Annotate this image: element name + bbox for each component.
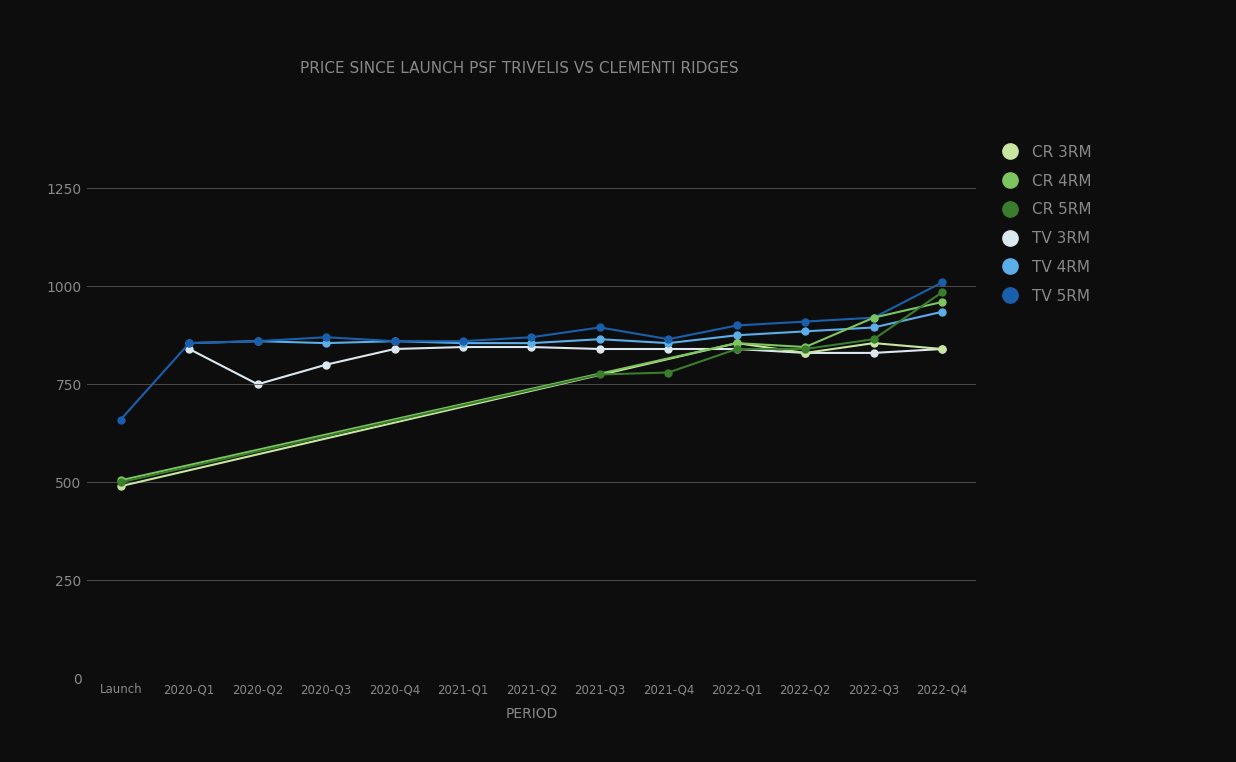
- TV 3RM: [456, 342, 471, 351]
- TV 5RM: [934, 278, 949, 287]
- TV 5RM: [661, 335, 676, 344]
- X-axis label: PERIOD: PERIOD: [506, 707, 557, 721]
- TV 3RM: [729, 344, 744, 354]
- TV 4RM: [592, 335, 607, 344]
- Line: CR 5RM: CR 5RM: [117, 289, 946, 485]
- Line: TV 3RM: TV 3RM: [185, 344, 946, 388]
- TV 4RM: [319, 338, 334, 347]
- CR 5RM: [866, 335, 881, 344]
- TV 4RM: [182, 338, 197, 347]
- TV 4RM: [250, 337, 265, 346]
- CR 5RM: [592, 370, 607, 379]
- TV 3RM: [661, 344, 676, 354]
- TV 3RM: [319, 360, 334, 370]
- Line: CR 3RM: CR 3RM: [117, 340, 946, 490]
- TV 4RM: [798, 327, 813, 336]
- TV 5RM: [798, 317, 813, 326]
- CR 3RM: [114, 482, 129, 491]
- TV 5RM: [182, 338, 197, 347]
- TV 3RM: [934, 344, 949, 354]
- Legend: CR 3RM, CR 4RM, CR 5RM, TV 3RM, TV 4RM, TV 5RM: CR 3RM, CR 4RM, CR 5RM, TV 3RM, TV 4RM, …: [1002, 137, 1100, 311]
- CR 4RM: [866, 313, 881, 322]
- CR 4RM: [114, 475, 129, 485]
- Line: CR 4RM: CR 4RM: [117, 299, 946, 484]
- TV 4RM: [934, 307, 949, 316]
- TV 3RM: [250, 379, 265, 389]
- TV 5RM: [387, 337, 402, 346]
- Line: TV 5RM: TV 5RM: [117, 279, 946, 423]
- TV 5RM: [592, 323, 607, 332]
- CR 5RM: [729, 344, 744, 354]
- TV 5RM: [250, 337, 265, 346]
- TV 3RM: [798, 348, 813, 357]
- CR 4RM: [729, 338, 744, 347]
- CR 4RM: [798, 342, 813, 351]
- CR 5RM: [798, 344, 813, 354]
- CR 3RM: [729, 338, 744, 347]
- TV 4RM: [387, 337, 402, 346]
- TV 4RM: [729, 331, 744, 340]
- TV 4RM: [866, 323, 881, 332]
- TV 3RM: [387, 344, 402, 354]
- TV 5RM: [729, 321, 744, 330]
- TV 5RM: [866, 313, 881, 322]
- CR 3RM: [866, 338, 881, 347]
- TV 3RM: [524, 342, 539, 351]
- TV 3RM: [182, 344, 197, 354]
- TV 5RM: [319, 333, 334, 342]
- TV 3RM: [866, 348, 881, 357]
- TV 3RM: [592, 344, 607, 354]
- TV 5RM: [456, 337, 471, 346]
- TV 4RM: [524, 338, 539, 347]
- Text: PRICE SINCE LAUNCH PSF TRIVELIS VS CLEMENTI RIDGES: PRICE SINCE LAUNCH PSF TRIVELIS VS CLEME…: [300, 61, 738, 76]
- Line: TV 4RM: TV 4RM: [185, 309, 946, 347]
- TV 5RM: [114, 415, 129, 424]
- TV 5RM: [524, 333, 539, 342]
- TV 4RM: [456, 338, 471, 347]
- CR 5RM: [934, 287, 949, 296]
- CR 5RM: [114, 478, 129, 487]
- CR 3RM: [934, 344, 949, 354]
- CR 3RM: [798, 348, 813, 357]
- CR 4RM: [934, 297, 949, 306]
- TV 4RM: [661, 338, 676, 347]
- CR 5RM: [661, 368, 676, 377]
